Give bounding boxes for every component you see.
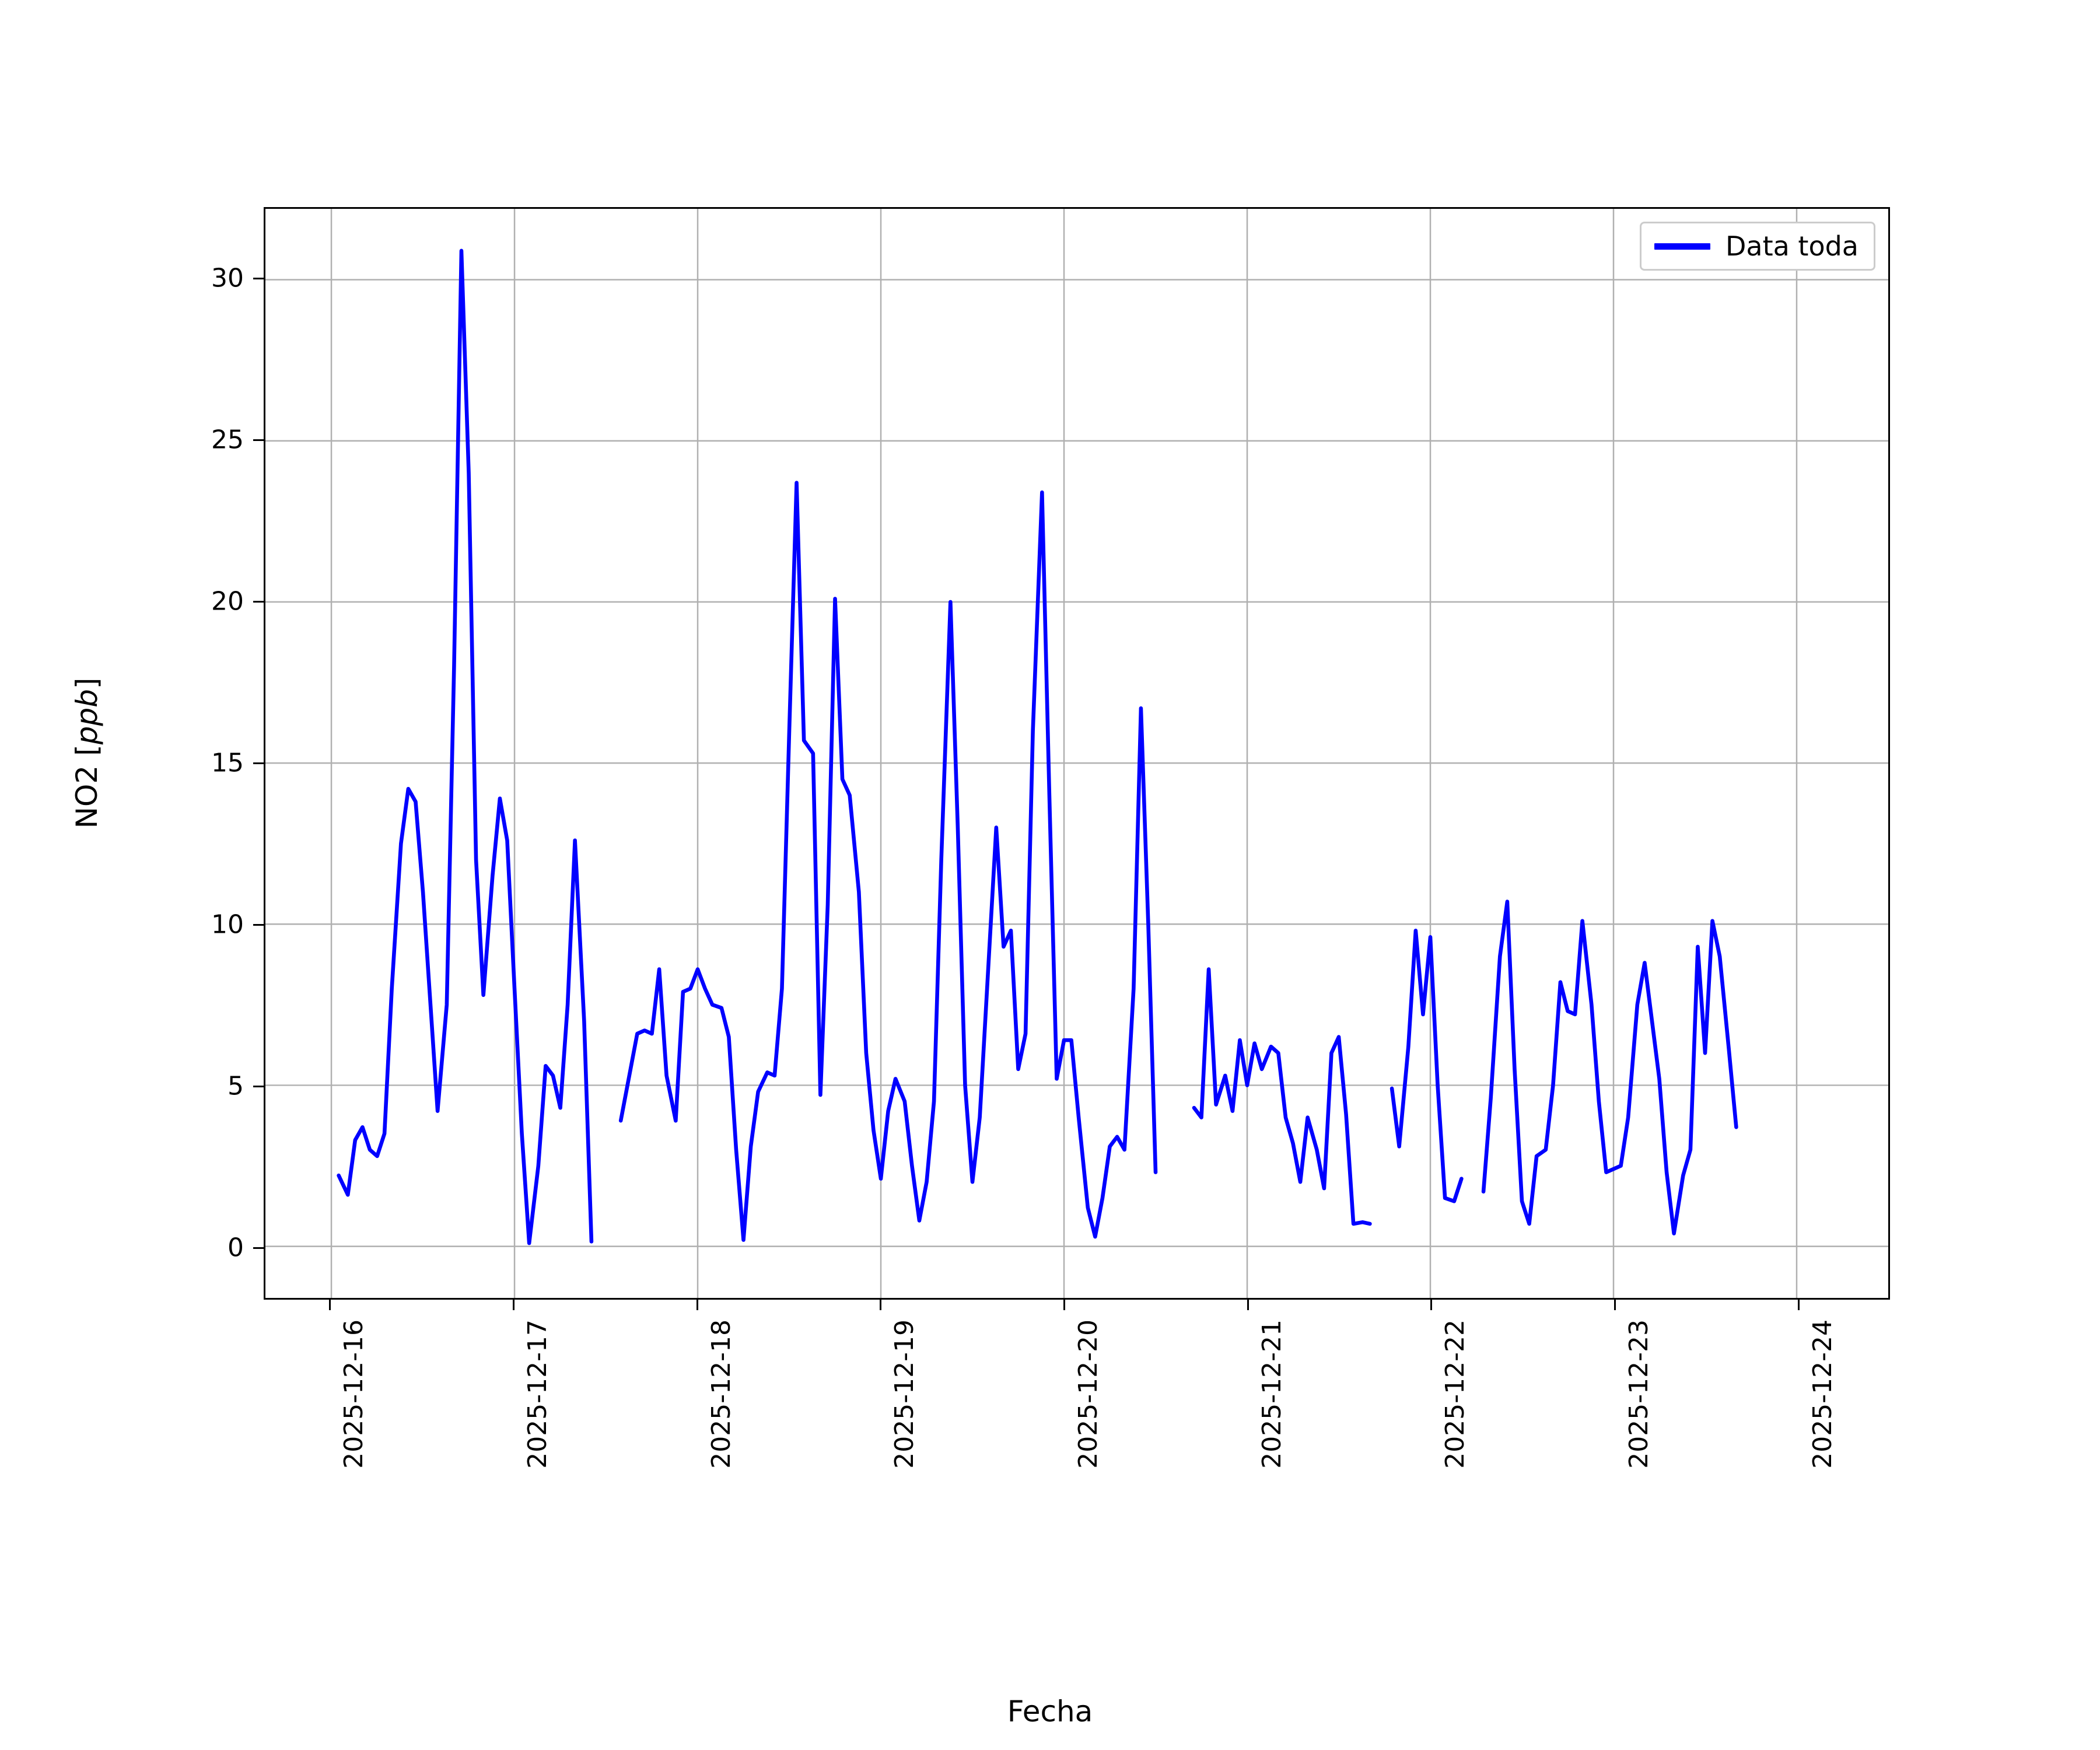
plot-area: Data toda bbox=[264, 207, 1890, 1300]
x-axis-tick-mark bbox=[1430, 1300, 1433, 1310]
x-axis-tick-mark bbox=[1797, 1300, 1800, 1310]
x-axis-tick-mark bbox=[1247, 1300, 1249, 1310]
y-axis-title: NO2 [ppb] bbox=[70, 677, 104, 829]
x-axis-tick-label: 2025-12-23 bbox=[1623, 1320, 1654, 1469]
x-axis-tick-mark bbox=[880, 1300, 882, 1310]
y-axis-tick-label: 25 bbox=[211, 425, 244, 455]
y-axis-tick-mark bbox=[253, 762, 264, 765]
y-axis-tick-mark bbox=[253, 277, 264, 279]
y-axis-tick-mark bbox=[253, 439, 264, 441]
x-axis-tick-label: 2025-12-17 bbox=[522, 1320, 552, 1469]
y-axis-tick-label: 15 bbox=[211, 748, 244, 778]
data-series-line bbox=[337, 249, 1738, 1245]
y-axis-tick-mark bbox=[253, 924, 264, 926]
y-axis-tick-labels: 0 5 10 15 20 25 30 bbox=[146, 207, 244, 1300]
x-axis-tick-label: 2025-12-16 bbox=[339, 1320, 369, 1469]
y-axis-tick-label: 20 bbox=[211, 586, 244, 617]
y-axis-tick-label: 10 bbox=[211, 909, 244, 940]
y-axis-tick-mark bbox=[253, 1086, 264, 1088]
y-axis-tick-label: 5 bbox=[228, 1071, 244, 1101]
legend-label-data-toda: Data toda bbox=[1725, 230, 1859, 262]
x-axis-tick-label: 2025-12-24 bbox=[1807, 1320, 1838, 1469]
x-axis-tick-mark bbox=[329, 1300, 331, 1310]
x-axis-tick-mark bbox=[512, 1300, 514, 1310]
x-axis-tick-mark bbox=[1614, 1300, 1616, 1310]
x-axis-tick-label: 2025-12-21 bbox=[1256, 1320, 1287, 1469]
legend-color-swatch-data-toda bbox=[1654, 243, 1710, 250]
y-axis-tick-mark bbox=[253, 1247, 264, 1250]
x-axis-tick-mark bbox=[1063, 1300, 1065, 1310]
grid-lines bbox=[265, 209, 1888, 1298]
x-axis-title: Fecha bbox=[1007, 1695, 1093, 1728]
x-axis-tick-label: 2025-12-20 bbox=[1073, 1320, 1103, 1469]
x-axis-tick-mark bbox=[696, 1300, 698, 1310]
y-axis-tick-label: 30 bbox=[211, 263, 244, 293]
x-axis-tick-label: 2025-12-18 bbox=[706, 1320, 736, 1469]
y-axis-tick-mark bbox=[253, 601, 264, 603]
x-axis-tick-label: 2025-12-19 bbox=[890, 1320, 920, 1469]
x-axis-tick-label: 2025-12-22 bbox=[1440, 1320, 1471, 1469]
legend-box[interactable]: Data toda bbox=[1639, 222, 1875, 271]
y-axis-tick-label: 0 bbox=[228, 1233, 244, 1263]
